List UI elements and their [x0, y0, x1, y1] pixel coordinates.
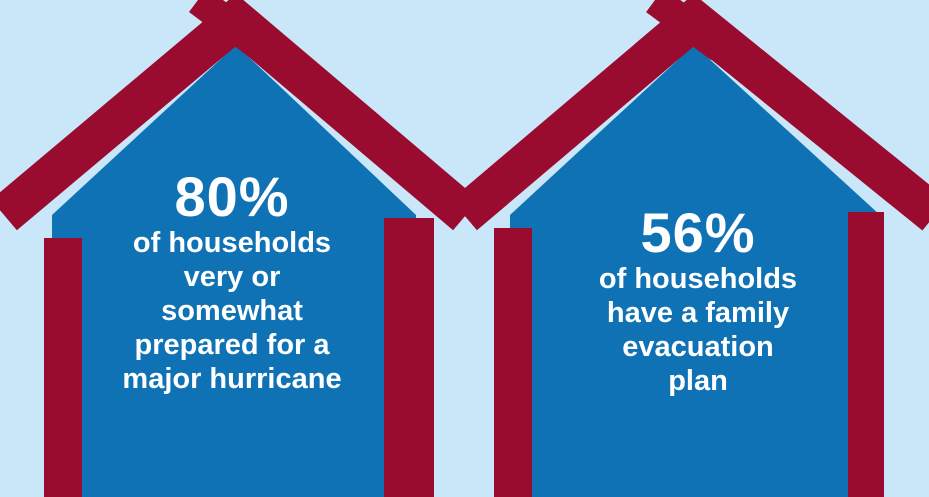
stat-prepared-line-5: major hurricane [122, 363, 342, 395]
stat-prepared-line-3: somewhat [161, 295, 303, 327]
house-left-wall-left [44, 238, 82, 497]
stat-evacuation-plan-line-4: plan [668, 365, 728, 397]
house-right-roof-cross [646, 0, 729, 61]
house-left-roof-cross [189, 0, 271, 60]
house-left-body [52, 45, 416, 497]
stat-prepared-value: 80% [174, 165, 290, 228]
stat-prepared: 80% of households very or somewhat prepa… [82, 168, 382, 396]
stat-evacuation-plan-value: 56% [640, 201, 756, 264]
stat-evacuation-plan: 56% of households have a family evacuati… [548, 204, 848, 398]
stat-prepared-line-1: of households [132, 227, 332, 259]
house-right-wall-right [848, 212, 884, 497]
house-left-wall-right [384, 218, 434, 497]
house-right-icon [451, 0, 929, 497]
stat-prepared-line-2: very or [183, 261, 281, 293]
stat-prepared-line-4: prepared for a [134, 329, 330, 361]
stat-evacuation-plan-line-1: of households [598, 263, 798, 295]
house-left-icon [0, 0, 479, 497]
stat-evacuation-plan-line-2: have a family [606, 297, 790, 329]
house-right-body [510, 45, 880, 497]
stat-evacuation-plan-line-3: evacuation [622, 331, 774, 363]
house-right-wall-left [494, 228, 532, 497]
